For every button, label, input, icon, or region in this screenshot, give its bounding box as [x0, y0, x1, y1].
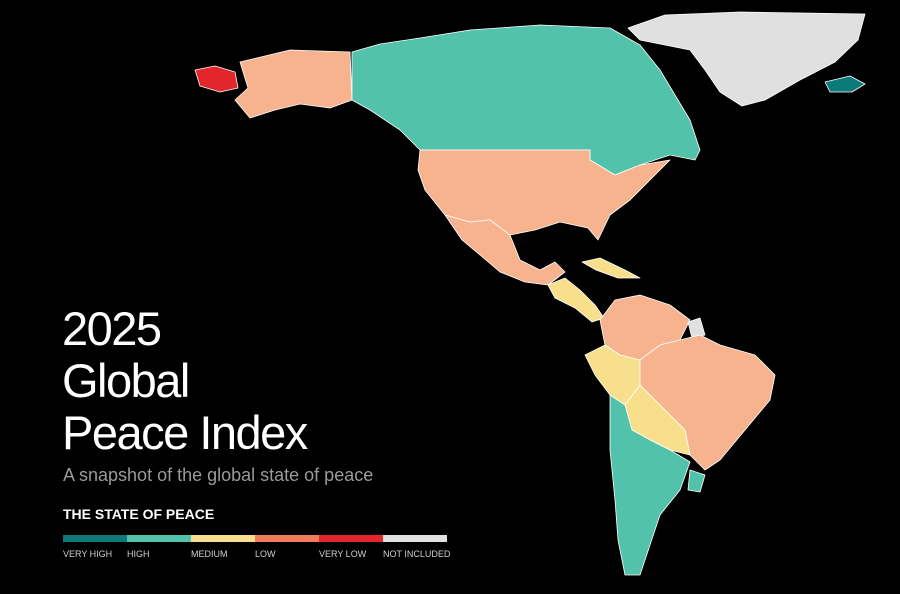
title-line: 2025	[62, 302, 161, 355]
legend-label: HIGH	[127, 549, 150, 559]
canada	[351, 24, 701, 176]
legend-swatch	[127, 535, 191, 542]
legend-label: VERY HIGH	[63, 549, 112, 559]
legend-swatch	[191, 535, 255, 542]
title-line: Peace Index	[62, 406, 308, 459]
caribbean	[581, 257, 641, 279]
legend-label: NOT INCLUDED	[383, 549, 451, 559]
subtitle: A snapshot of the global state of peace	[63, 465, 373, 485]
title-line: Global	[62, 354, 189, 407]
iceland	[824, 75, 866, 93]
argentina-chile	[609, 394, 691, 576]
legend-swatch	[319, 535, 383, 542]
legend-title: THE STATE OF PEACE	[63, 506, 214, 522]
legend-label: VERY LOW	[319, 549, 367, 559]
legend-label: MEDIUM	[191, 549, 228, 559]
uruguay	[687, 469, 706, 493]
mexico	[444, 214, 566, 286]
greenland	[627, 11, 866, 107]
alaska	[234, 49, 353, 119]
legend-swatch	[63, 535, 127, 542]
legend-swatch	[383, 535, 447, 542]
russia-east	[194, 65, 239, 93]
map	[194, 11, 866, 576]
legend: VERY HIGH HIGH MEDIUM LOW VERY LOW NOT INCLUD…	[63, 535, 451, 559]
legend-swatch	[255, 535, 319, 542]
guiana	[687, 317, 706, 339]
legend-label: LOW	[255, 549, 276, 559]
